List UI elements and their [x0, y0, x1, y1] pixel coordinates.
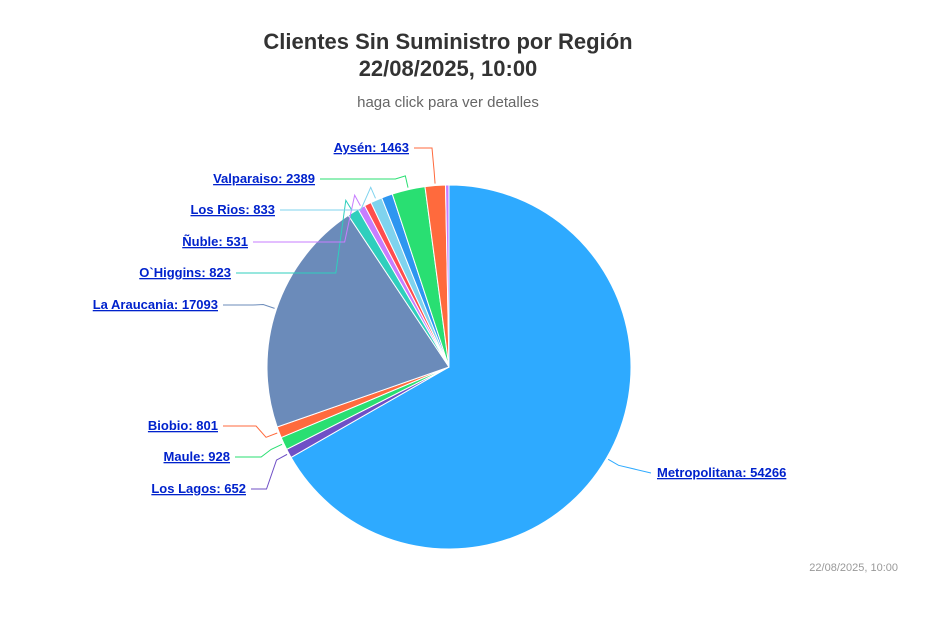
data-label-o-higgins[interactable]: O`Higgins: 823: [139, 265, 231, 280]
chart-title-line-1: Clientes Sin Suministro por Región: [263, 29, 633, 54]
data-label-metropolitana[interactable]: Metropolitana: 54266: [657, 465, 786, 480]
data-label-los-rios[interactable]: Los Rios: 833: [190, 202, 275, 217]
data-label-biobio[interactable]: Biobio: 801: [148, 418, 218, 433]
label-connectors: [223, 147, 652, 490]
connector-la-araucania: [223, 304, 275, 309]
chart-title-line-2: 22/08/2025, 10:00: [358, 56, 538, 81]
connector-los-rios: [280, 186, 376, 211]
data-label-los-lagos[interactable]: Los Lagos: 652: [151, 481, 246, 496]
data-label-la-araucania[interactable]: La Araucania: 17093: [93, 297, 218, 312]
data-label-valparaiso[interactable]: Valparaiso: 2389: [213, 171, 315, 186]
data-labels: Metropolitana: 54266 Los Lagos: 652 Maule:…: [93, 140, 787, 496]
connector-biobio: [223, 425, 278, 438]
connector-nuble: [253, 193, 361, 243]
chart-subtitle: haga click para ver detalles: [357, 94, 539, 111]
connector-o-higgins: [236, 198, 353, 274]
pie-slice-metropolitana-0[interactable]: [290, 184, 632, 550]
data-label-aysen[interactable]: Aysén: 1463: [334, 140, 409, 155]
pie-slice-otras-regiones-12[interactable]: [444, 184, 450, 368]
connector-valparaiso: [320, 175, 409, 188]
connector-los-lagos: [251, 453, 288, 490]
connector-maule: [235, 443, 283, 458]
chart-title: Clientes Sin Suministro por Región 22/08…: [0, 28, 896, 82]
data-label-nuble[interactable]: Ñuble: 531: [182, 234, 248, 249]
data-label-maule[interactable]: Maule: 928: [164, 449, 230, 464]
footer-timestamp: 22/08/2025, 10:00: [809, 562, 898, 574]
pie-slice-la-araucania-4[interactable]: [266, 214, 450, 428]
connector-metropolitana: [607, 458, 652, 474]
pie-slices: [266, 184, 632, 550]
connector-aysen: [414, 147, 436, 184]
